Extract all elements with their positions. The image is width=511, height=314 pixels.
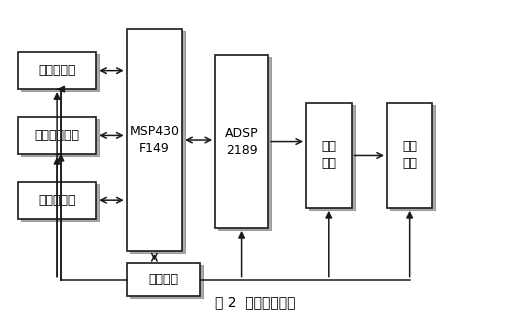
Bar xyxy=(218,57,271,230)
Text: 电源模块: 电源模块 xyxy=(148,273,178,286)
Text: 发射
天线: 发射 天线 xyxy=(402,140,417,171)
Bar xyxy=(390,105,435,210)
Bar xyxy=(387,103,432,208)
Text: 倾角传感器: 倾角传感器 xyxy=(38,64,76,77)
Text: 温度传感器: 温度传感器 xyxy=(38,194,76,207)
Text: 面向角传感器: 面向角传感器 xyxy=(35,129,80,142)
Bar xyxy=(215,55,268,228)
Bar xyxy=(18,52,96,89)
Bar xyxy=(21,119,99,156)
Bar xyxy=(309,105,355,210)
Text: ADSP
2189: ADSP 2189 xyxy=(225,127,259,157)
Text: 功率
放大: 功率 放大 xyxy=(321,140,336,171)
Text: 图 2  探头硬件框图: 图 2 探头硬件框图 xyxy=(215,296,296,310)
Bar xyxy=(127,29,182,251)
Bar xyxy=(18,182,96,219)
Bar xyxy=(306,103,352,208)
Bar xyxy=(21,183,99,220)
Text: MSP430
F149: MSP430 F149 xyxy=(129,125,179,155)
Bar xyxy=(127,263,200,296)
Bar xyxy=(130,31,185,253)
Bar xyxy=(130,265,203,298)
Bar xyxy=(21,54,99,91)
Bar xyxy=(18,117,96,154)
